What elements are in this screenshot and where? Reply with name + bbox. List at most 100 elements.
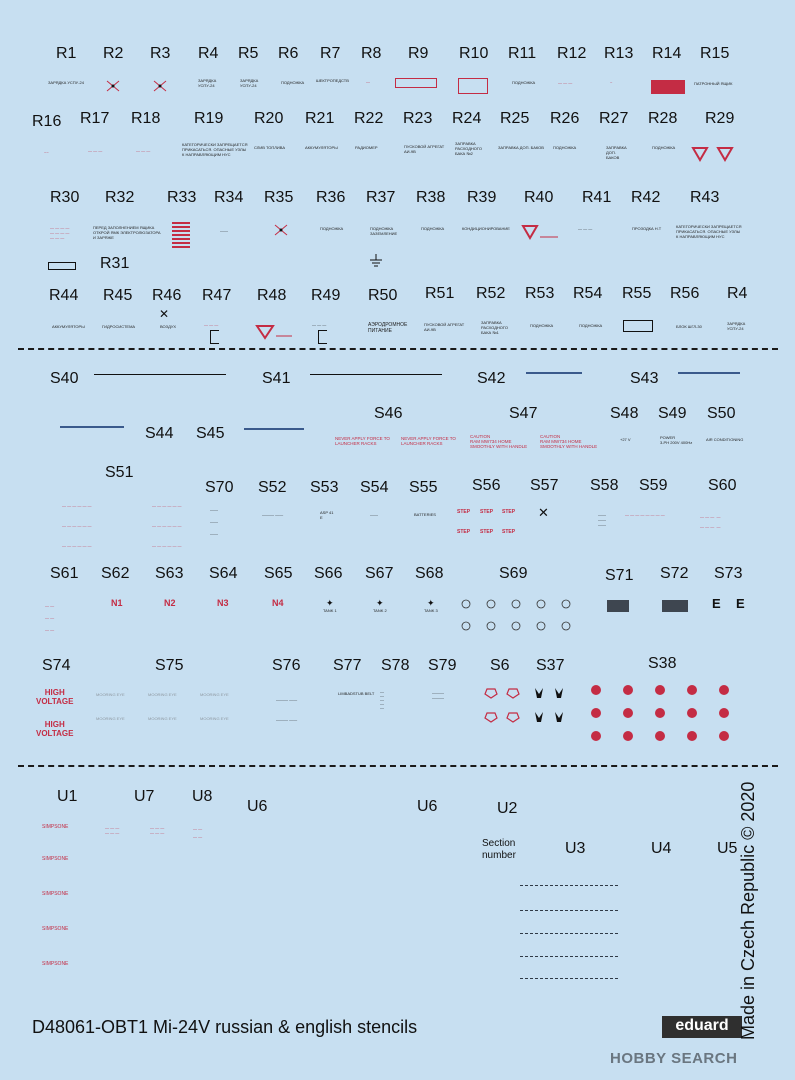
label-s63: S63 — [155, 565, 184, 582]
ruler-s44 — [60, 426, 124, 434]
label-r2: R2 — [103, 45, 124, 62]
stencil-s54: —— — [370, 512, 378, 517]
stencil-r18: — — — — [136, 148, 151, 153]
stencil-r56: БЛОК ШГЛ-30 — [676, 324, 702, 329]
stencil-r42: ПРОЗОДКА Н.Т — [632, 226, 662, 231]
stencil-u7-b: — — — — — — — [150, 825, 165, 835]
stencil-r4-duplicate: ЗАРЯДКА УСПУ-24 — [727, 321, 746, 331]
label-r4: R4 — [198, 45, 219, 62]
filler-cap-icons-s69 — [458, 596, 578, 639]
label-r10: R10 — [459, 45, 489, 62]
label-r18: R18 — [131, 110, 161, 127]
ruler-s41 — [310, 374, 442, 381]
dash-line-u3-1 — [520, 885, 618, 886]
label-u8: U8 — [192, 788, 213, 805]
label-r53: R53 — [525, 285, 555, 302]
stencil-r31-frame — [48, 262, 76, 270]
label-r3: R3 — [150, 45, 171, 62]
label-s49: S49 — [658, 405, 687, 422]
label-r50: R50 — [368, 287, 398, 304]
stencil-r33-block — [172, 222, 190, 248]
label-r27: R27 — [599, 110, 629, 127]
stencil-r43: КАТЕГОРИЧЕСКИ ЗАПРЕЩАЕТСЯ ПРИКАСАТЬСЯ. О… — [676, 224, 742, 239]
stencil-r7: ШЕКТРОПЕДСТВ — [316, 78, 349, 83]
star-icon-s68: ✦ — [427, 598, 435, 608]
stencil-s56-4: STEP — [457, 529, 471, 535]
label-s60: S60 — [708, 477, 737, 494]
label-r19: R19 — [194, 110, 224, 127]
bracket-r47 — [210, 330, 219, 344]
label-s70: S70 — [205, 479, 234, 496]
label-u7: U7 — [134, 788, 155, 805]
triangle-mark-r40 — [520, 222, 560, 249]
stencil-u1-2: SIMPSONE — [42, 856, 69, 862]
label-s66: S66 — [314, 565, 343, 582]
label-s38: S38 — [648, 655, 677, 672]
stencil-r16: ~~ — [44, 150, 49, 155]
e-mark-s73-b: E — [736, 596, 745, 611]
stencil-s52: ——— —— — [262, 512, 284, 517]
label-s6: S6 — [490, 657, 510, 674]
stencil-r21: АККУМУЛЯТОРЫ — [305, 145, 338, 150]
stencil-s67: TANK 2 — [373, 608, 387, 613]
label-r15: R15 — [700, 45, 730, 62]
panel-graphic-s72 — [662, 600, 688, 612]
stencil-r14-block — [651, 80, 685, 94]
stencil-u7: — — — — — — — [105, 825, 120, 835]
stencil-s60: — — — — — — — — — [700, 514, 721, 529]
label-s50: S50 — [707, 405, 736, 422]
stencil-s62: N1 — [111, 598, 123, 608]
label-s53: S53 — [310, 479, 339, 496]
label-r29: R29 — [705, 110, 735, 127]
label-r25: R25 — [500, 110, 530, 127]
stencil-r10-frame — [458, 78, 488, 94]
stencil-s78: — — — — — — [380, 689, 384, 710]
ruler-s40 — [94, 374, 226, 381]
label-r8: R8 — [361, 45, 382, 62]
stencil-s65: N4 — [272, 598, 284, 608]
stencil-r25: ЗАПРАВКА ДОП. БАКОВ — [498, 145, 544, 150]
label-s48: S48 — [610, 405, 639, 422]
stencil-s56-2: STEP — [480, 509, 494, 515]
label-r33: R33 — [167, 189, 197, 206]
stencil-r9-frame — [395, 78, 437, 88]
label-s74: S74 — [42, 657, 71, 674]
stencil-r46: ВОЗДУХ — [160, 324, 177, 329]
stencil-r12: — — — — [558, 80, 573, 85]
label-s75: S75 — [155, 657, 184, 674]
caption-section-number: Section number — [482, 838, 516, 861]
dash-line-u3-2 — [520, 910, 618, 911]
cross-mark-r35 — [272, 222, 290, 243]
e-mark-s73-a: E — [712, 596, 721, 611]
label-r52: R52 — [476, 285, 506, 302]
label-r42: R42 — [631, 189, 661, 206]
label-s73: S73 — [714, 565, 743, 582]
hook-icons-s37 — [532, 686, 568, 731]
stencil-s46-a: NEVER APPLY FORCE TO LAUNCHER RACKS — [335, 436, 390, 446]
label-u5: U5 — [717, 840, 738, 857]
stencil-s63: N2 — [164, 598, 176, 608]
stencil-s74-a: HIGH VOLTAGE — [36, 688, 74, 706]
label-u3: U3 — [565, 840, 586, 857]
stencil-r26: ПОДНОЖКА — [553, 145, 577, 150]
dash-line-u3-5 — [520, 978, 618, 979]
stencil-r17: — — — — [88, 148, 103, 153]
stencil-s56-6: STEP — [502, 529, 516, 535]
dash-line-u3-4 — [520, 956, 618, 957]
stencil-r4: ЗАРЯДКА УСПУ-24 — [198, 78, 217, 88]
stencil-s66: TANK 1 — [323, 608, 337, 613]
label-s71: S71 — [605, 567, 634, 584]
stencil-r55-frame — [623, 320, 653, 332]
label-s56: S56 — [472, 477, 501, 494]
label-s65: S65 — [264, 565, 293, 582]
stencil-r30: — — — — — — — — — — — — [50, 225, 70, 240]
label-s54: S54 — [360, 479, 389, 496]
label-r20: R20 — [254, 110, 284, 127]
stencil-s46-b: NEVER APPLY FORCE TO LAUNCHER RACKS — [401, 436, 456, 446]
label-r4-duplicate: R4 — [727, 285, 748, 302]
stencil-s58: —— —— —— — [598, 512, 606, 527]
label-r45: R45 — [103, 287, 133, 304]
label-r56: R56 — [670, 285, 700, 302]
label-u6-b: U6 — [417, 798, 438, 815]
label-s41: S41 — [262, 370, 291, 387]
